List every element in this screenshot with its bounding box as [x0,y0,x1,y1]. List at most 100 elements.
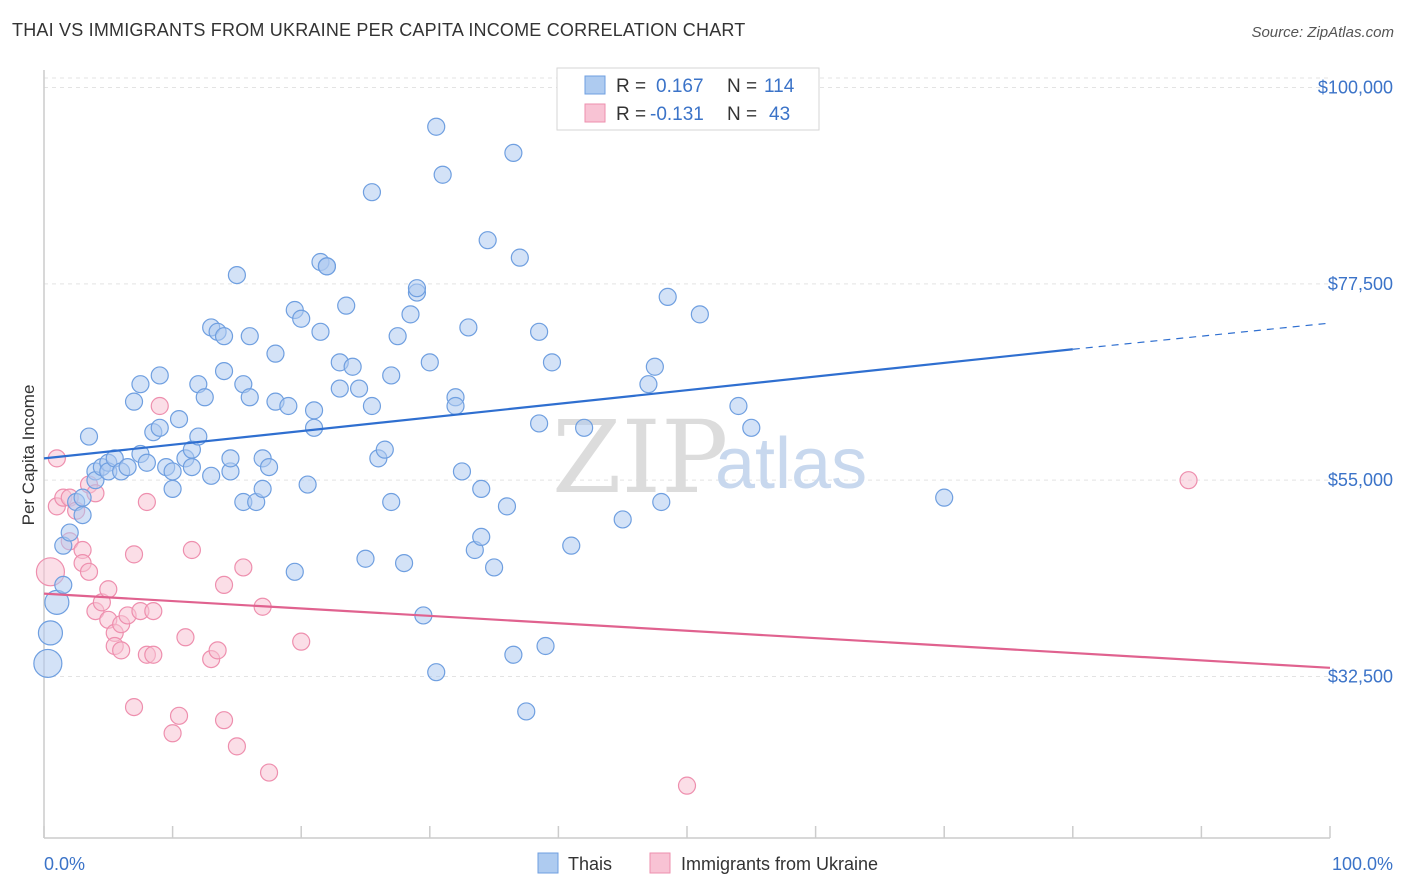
data-point [79,562,99,581]
data-point [497,497,517,516]
data-point [382,492,401,512]
data-point [349,379,369,398]
data-point [259,763,279,782]
watermark: ZIP atlas [552,399,867,516]
data-point [137,492,156,512]
data-point [150,366,169,385]
data-point [176,628,195,647]
legend-swatch-thais [584,75,606,95]
chart-title: THAI VS IMMIGRANTS FROM UKRAINE PER CAPI… [12,20,746,40]
data-point [645,357,664,376]
data-point [73,488,92,507]
y-tick-label: $55,000 [1328,470,1393,490]
data-point [427,117,446,136]
data-point [298,475,317,494]
data-point [542,353,562,372]
data-point [485,558,504,577]
data-point [79,427,99,446]
data-point [330,379,349,398]
data-point [472,527,491,547]
data-point [285,562,304,581]
y-tick-label: $100,000 [1318,77,1393,97]
data-point [304,418,324,437]
data-point [163,479,182,499]
data-point [266,344,285,363]
data-point [150,418,169,437]
source-credit: Source: ZipAtlas.com [1251,24,1394,41]
data-point [356,549,375,568]
legend-n-label-thais: N = [727,76,757,97]
series-thais-points [33,117,954,721]
data-point [478,231,497,250]
data-point [652,492,671,512]
data-point [73,505,92,525]
data-point [118,457,137,477]
data-point [60,523,79,542]
data-point [214,575,234,595]
data-point [575,418,594,437]
data-point [935,488,954,507]
data-point [33,648,63,679]
data-point [163,724,182,743]
data-point [202,466,221,485]
data-point [639,375,658,394]
data-point [311,322,330,341]
data-point [401,305,420,324]
legend-swatch-ukraine [584,103,606,123]
trend-line-thais [43,348,1073,460]
data-point [234,558,253,577]
data-point [394,553,414,573]
data-point [214,711,234,730]
data-point [144,645,163,664]
data-point [343,357,362,376]
data-point [259,457,279,477]
data-point [208,641,227,660]
y-tick-label: $77,500 [1328,274,1393,294]
data-point [124,392,144,411]
data-point [240,327,259,346]
data-point [182,457,201,477]
data-point [459,318,478,337]
data-point [382,366,401,385]
bottom-legend: Thais Immigrants from Ukraine [537,852,878,874]
data-point [446,396,465,416]
data-point [169,409,189,429]
data-point [407,279,427,298]
bottom-legend-swatch-ukraine [649,852,671,874]
watermark-atlas: atlas [715,424,867,504]
data-point [742,418,761,437]
legend-n-value-ukraine: 43 [769,104,790,125]
data-point [124,697,144,717]
data-point [690,305,709,324]
data-point [1179,471,1198,490]
data-point [427,663,446,682]
bottom-legend-label-ukraine: Immigrants from Ukraine [681,854,878,874]
data-point [137,453,156,472]
data-point [304,401,324,420]
data-point [362,396,382,416]
data-point [227,265,246,285]
data-point [530,322,549,341]
data-point [221,449,240,468]
data-point [292,309,311,328]
data-point [317,257,337,276]
data-point [163,462,182,481]
data-point [433,165,452,184]
data-point [337,296,356,315]
data-point [375,440,394,459]
bottom-legend-swatch-thais [537,852,559,874]
data-point [472,479,491,499]
data-point [227,737,246,756]
data-point [169,706,189,725]
y-tick-labels: $32,500 $55,000 $77,500 $100,000 [1318,77,1393,686]
legend-r-value-thais: 0.167 [656,76,704,97]
x-tick-label-max: 100.0% [1332,854,1393,874]
bottom-legend-label-thais: Thais [568,854,612,874]
data-point [37,620,64,646]
data-point [112,641,131,660]
data-point [510,248,529,267]
data-point [279,396,298,416]
data-point [214,361,234,381]
data-point [536,636,555,656]
data-point [195,388,214,407]
